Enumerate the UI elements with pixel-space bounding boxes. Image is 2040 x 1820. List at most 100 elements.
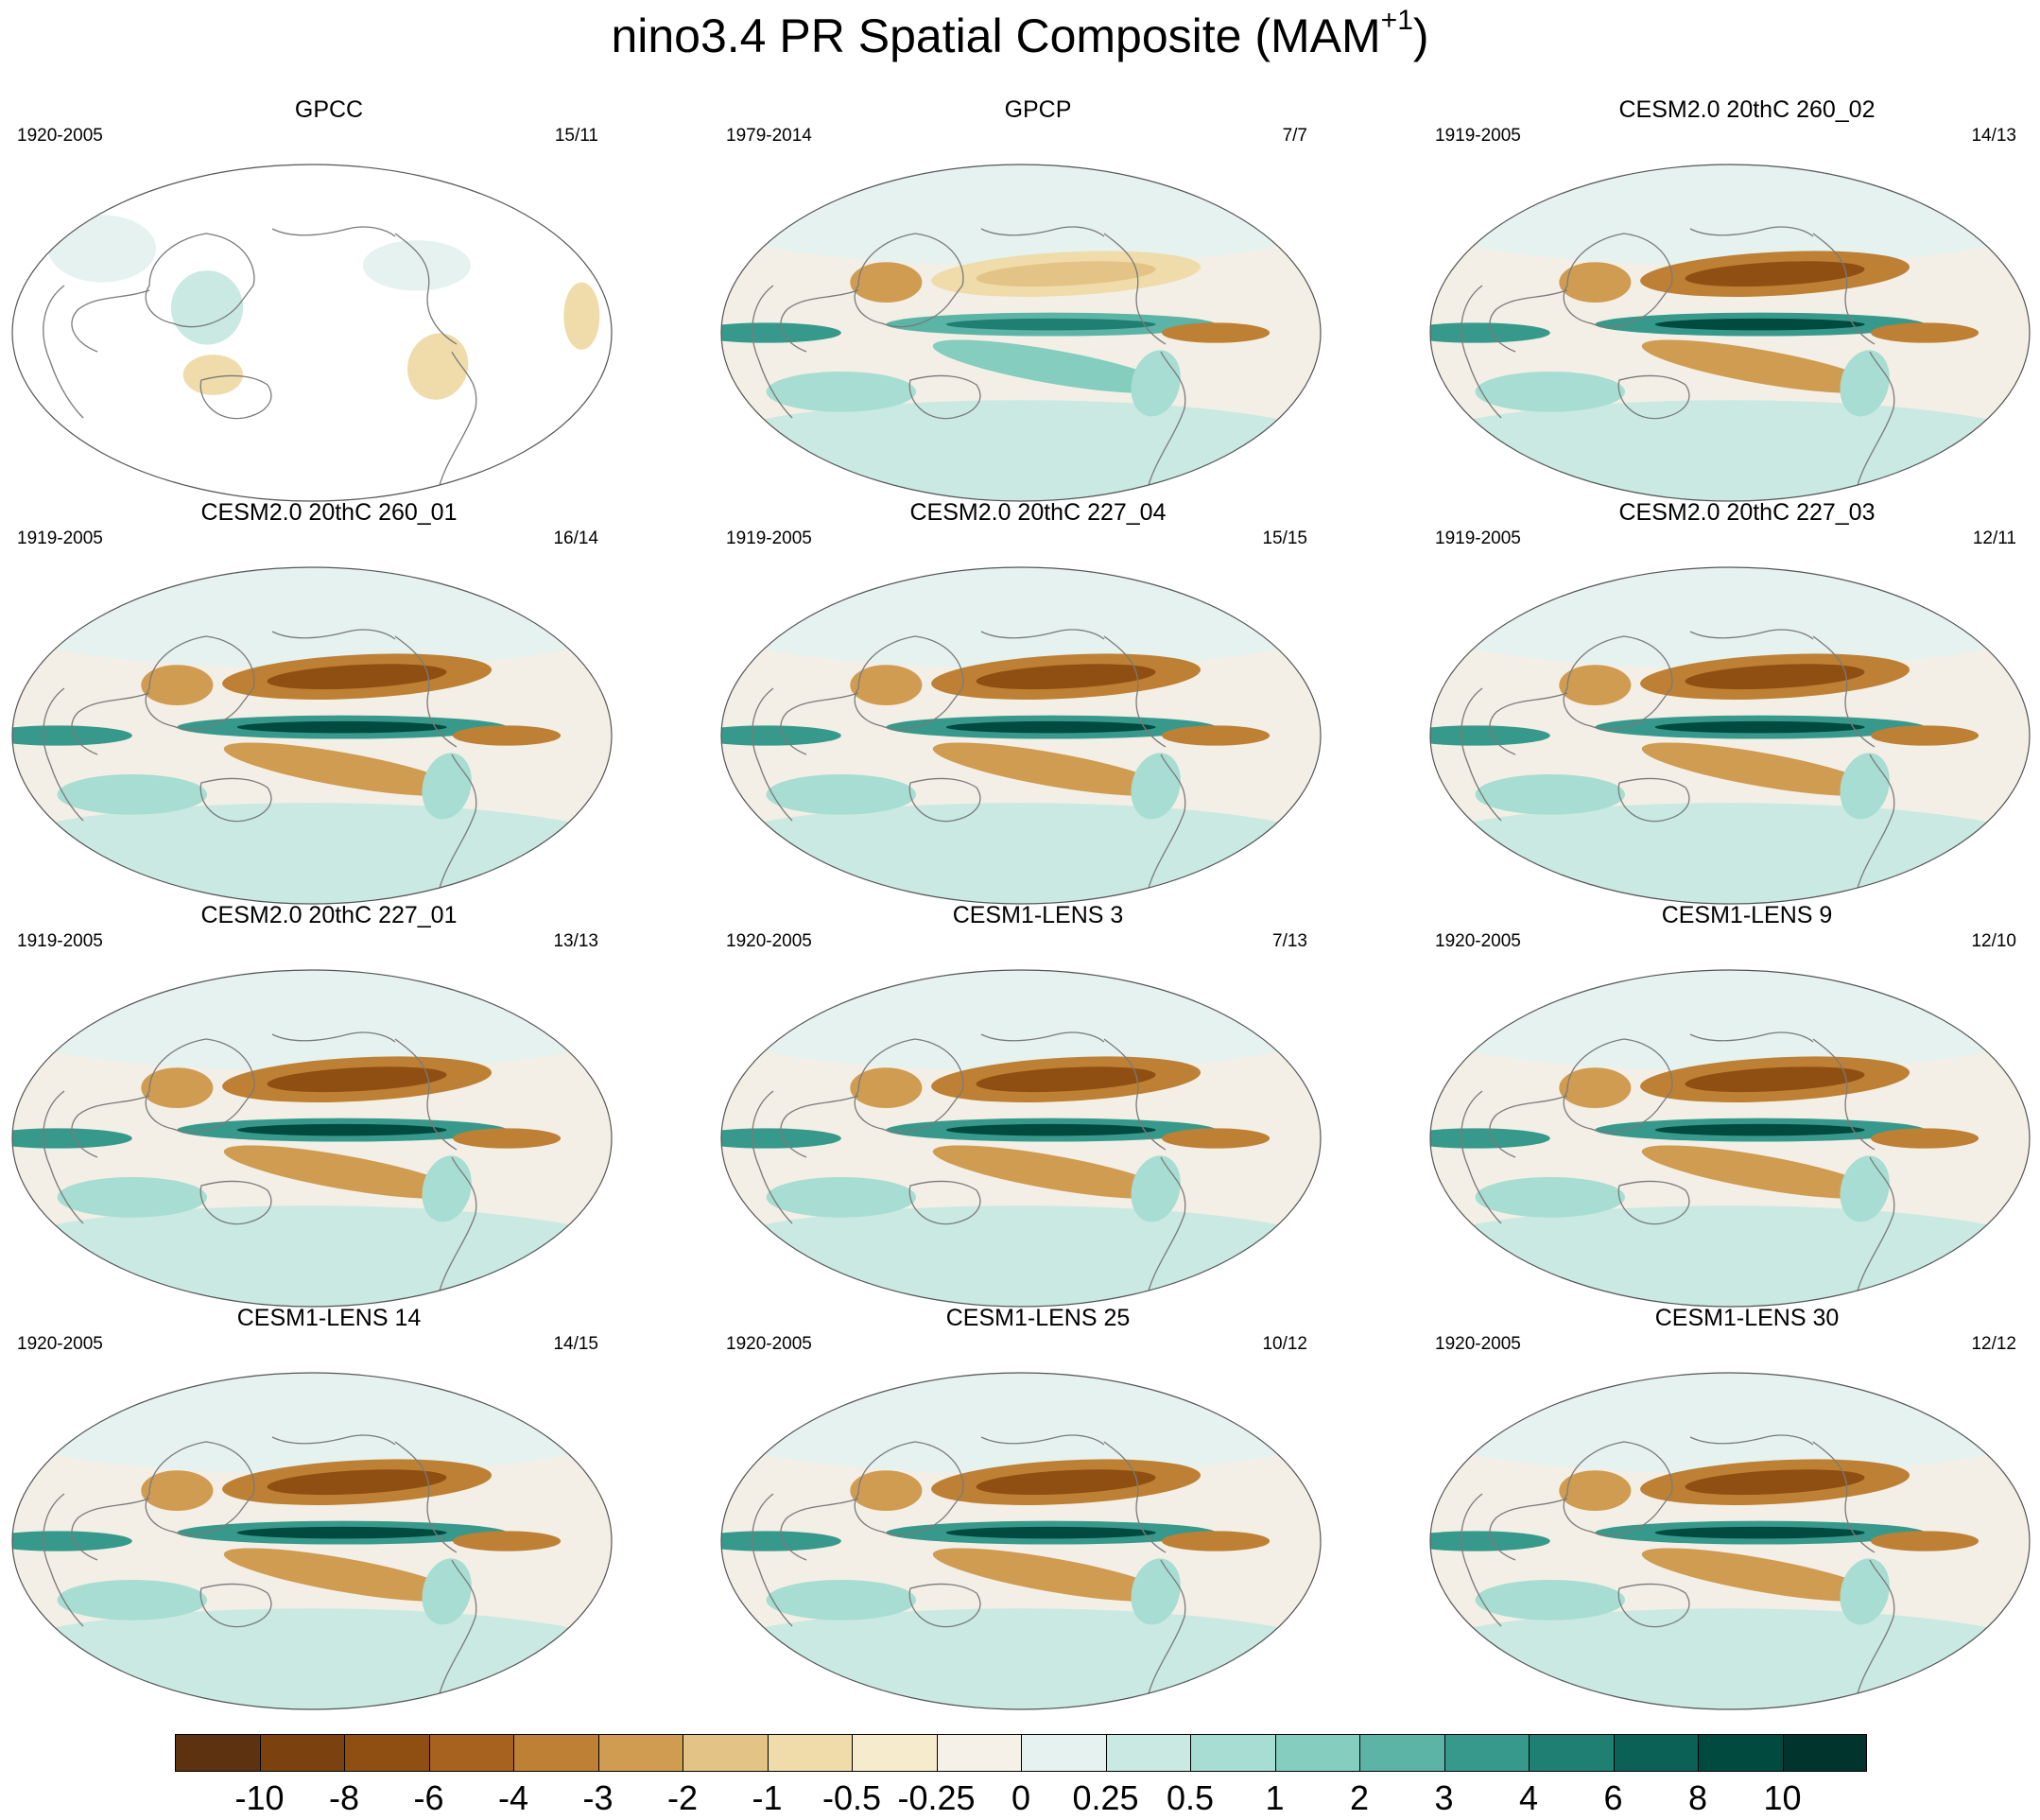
coastline-0 [145,1441,255,1536]
ocean-anomaly [945,1123,1156,1136]
colorbar-box [767,1734,852,1772]
ocean-anomaly [1870,725,1979,746]
coastline-3 [1812,1038,1876,1151]
coastline-6 [271,1031,396,1043]
colorbar-box [428,1734,513,1772]
coastline-1 [1617,1583,1690,1628]
ocean-anomaly [1654,318,1865,331]
map-globe [11,969,613,1308]
panel-period: 1919-2005 [1435,529,1521,548]
map-border [720,969,1322,1308]
ocean-anomaly [223,1548,460,1602]
panel-event-count: 15/11 [554,126,598,146]
ocean-anomaly [932,1145,1169,1199]
colorbar-tick-label: -0.5 [821,1778,882,1817]
coastline-5 [43,687,84,822]
ocean-anomaly [1475,1579,1626,1621]
panel-title: CESM1-LENS 14 [236,1305,422,1331]
coastline-4 [437,1156,477,1300]
ocean-anomaly [1559,1067,1632,1108]
ocean-anomaly [976,664,1156,690]
land-anomaly [182,355,244,395]
panel-event-count: 16/14 [553,529,598,548]
ocean-anomaly [422,1155,472,1222]
map-globe [1429,164,2031,502]
colorbar-box [1613,1734,1698,1772]
coastline-1 [908,1583,981,1628]
panel-period: 1920-2005 [17,1334,103,1354]
colorbar-box [1190,1734,1275,1772]
ocean-anomaly [236,1526,447,1539]
ocean-anomaly [1161,725,1271,746]
ocean-anomaly [1131,350,1181,417]
ocean-anomaly [1475,1176,1626,1218]
panel-event-count: 7/7 [1282,126,1307,146]
panel-period: 1919-2005 [17,529,103,548]
map-border [1429,1372,2031,1710]
coastline-4 [437,351,477,494]
ocean-anomaly [850,262,923,303]
map-border [11,969,613,1308]
coastline-6 [271,629,396,640]
coastline-1 [1617,777,1690,823]
ocean-anomaly [721,165,1321,266]
coastline-2 [780,1498,859,1561]
map-panel: CESM2.0 20thC 227_03 1919-2005 12/11 [1426,499,2040,905]
ocean-anomaly [223,1145,460,1199]
ocean-anomaly [1685,664,1865,690]
coastline-6 [980,1434,1105,1446]
coastline-2 [71,1498,150,1561]
colorbar-box [1698,1734,1783,1772]
ocean-anomaly [141,1067,214,1108]
colorbar-tick-label: -0.25 [897,1778,976,1817]
coastline-1 [199,777,272,823]
figure-title-close: ) [1412,9,1429,62]
ocean-anomaly [452,725,562,746]
panel-title: GPCP [1004,96,1072,123]
ocean-anomaly [57,1176,208,1218]
ocean-anomaly [1161,322,1271,343]
map-globe [720,164,1322,502]
land-anomaly [563,282,600,350]
coastline-5 [752,1090,793,1224]
ocean-anomaly [12,1205,612,1307]
ocean-anomaly [932,742,1169,796]
ocean-anomaly [1840,1558,1890,1625]
ocean-anomaly [1840,753,1890,820]
panel-event-count: 10/12 [1262,1334,1307,1354]
land-anomaly [362,240,472,291]
map-globe [1429,969,2031,1308]
ocean-anomaly [422,753,472,820]
colorbar-tick-label: -10 [234,1778,285,1817]
ocean-anomaly [932,1548,1169,1602]
ocean-anomaly [141,1470,214,1511]
coastline-0 [145,635,255,731]
ocean-anomaly [1161,1128,1271,1149]
colorbar-box [1105,1734,1190,1772]
map-globe [11,1372,613,1710]
coastline-1 [1617,374,1690,420]
ocean-anomaly [267,1066,447,1093]
ocean-anomaly [721,725,841,746]
coastline-2 [780,289,859,353]
coastline-5 [43,285,84,419]
panel-period: 1920-2005 [17,126,103,146]
coastline-3 [1812,233,1876,345]
colorbar-box [1274,1734,1359,1772]
panel-title: CESM2.0 20thC 260_02 [1618,96,1876,123]
coastline-0 [145,1038,255,1134]
colorbar-box [683,1734,768,1772]
ocean-anomaly [12,1373,612,1474]
map-border [11,1372,613,1710]
coastline-0 [854,1441,964,1536]
map-panel: CESM2.0 20thC 260_01 1919-2005 16/14 [8,499,650,905]
coastline-1 [908,1180,981,1225]
colorbar-box [936,1734,1021,1772]
map-globe [720,566,1322,905]
panel-title: CESM1-LENS 30 [1654,1305,1840,1331]
coastline-2 [1489,1498,1568,1561]
ocean-anomaly [721,322,841,343]
map-border [720,566,1322,905]
map-border [11,566,613,905]
ocean-anomaly [1870,1531,1979,1551]
